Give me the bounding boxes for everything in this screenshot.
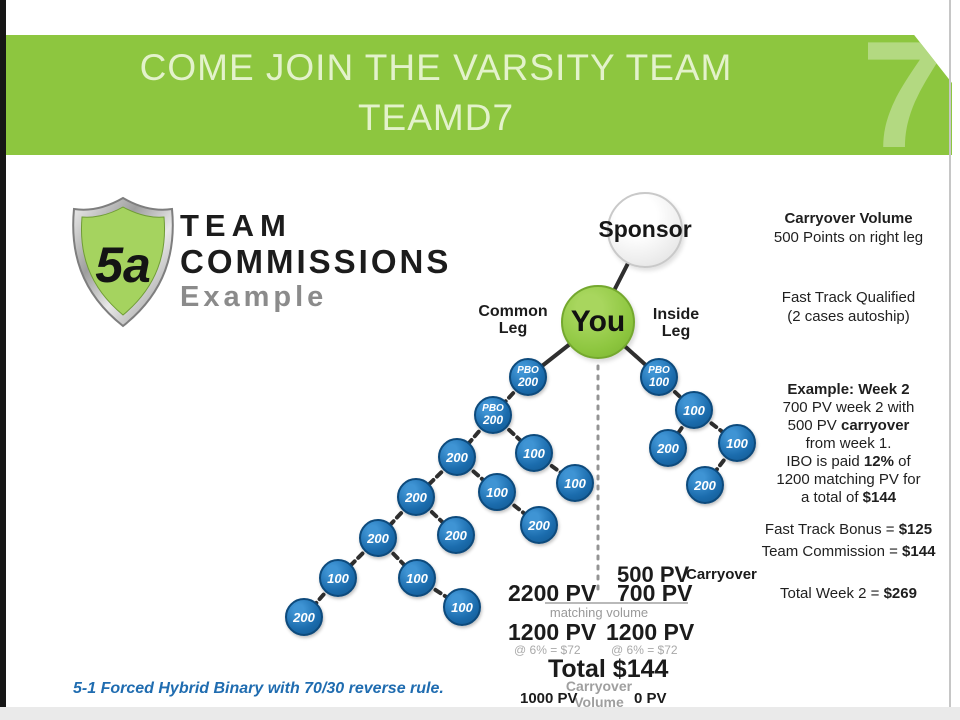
- carryover-note-body: 500 Points on right leg: [773, 229, 924, 246]
- total-commission: Total $144: [548, 655, 669, 683]
- shield-inner: [80, 206, 166, 316]
- tree-node: 100: [515, 434, 553, 472]
- example-line: from week 1.: [805, 435, 892, 452]
- left-matching-volume: 1200 PV: [508, 619, 597, 645]
- title-example: Example: [180, 281, 328, 313]
- common-leg-line1: Common: [478, 303, 548, 320]
- carryover-amount: 500 PV: [617, 562, 690, 587]
- tree-node: 100: [556, 464, 594, 502]
- tree-node: 200: [285, 598, 323, 636]
- fast-track-note: Fast Track Qualified (2 cases autoship): [741, 288, 956, 326]
- tree-node: 200: [437, 516, 475, 554]
- example-line: a total of $144: [800, 489, 897, 506]
- inside-leg-label: Inside Leg: [644, 306, 708, 340]
- carryover-label: Carryover: [686, 566, 757, 583]
- carryover-note-title: Carryover Volume: [784, 210, 913, 227]
- right-frame-line: [949, 0, 951, 720]
- tree-node: 200: [520, 506, 558, 544]
- banner-title: COME JOIN THE VARSITY TEAM TEAMD7: [6, 43, 866, 143]
- you-node: You: [561, 285, 635, 359]
- left-carryover-value: 1000 PV: [520, 690, 578, 707]
- carryover-volume-note: Carryover Volume 500 Points on right leg: [741, 209, 956, 247]
- matching-volume-label: matching volume: [549, 605, 649, 620]
- tree-node: 100: [478, 473, 516, 511]
- example-line: IBO is paid 12% of: [786, 453, 911, 470]
- you-label: You: [570, 305, 626, 338]
- inside-leg-line1: Inside: [652, 306, 700, 323]
- step-badge-shield: 5a: [72, 196, 174, 328]
- tree-node: 100: [319, 559, 357, 597]
- right-rate: @ 6% = $72: [611, 643, 678, 657]
- team-commission-line: Team Commission = $144: [761, 543, 936, 560]
- tree-node: 200: [686, 466, 724, 504]
- example-line: 1200 matching PV for: [776, 471, 921, 488]
- tree-node: 100: [398, 559, 436, 597]
- common-leg-line2: Leg: [498, 320, 528, 337]
- tree-node: 200: [438, 438, 476, 476]
- tree-node: 100: [443, 588, 481, 626]
- fast-track-line1: Fast Track Qualified: [781, 289, 916, 306]
- right-matching-volume: 1200 PV: [606, 619, 695, 645]
- tree-node: 200: [359, 519, 397, 557]
- inside-leg-line2: Leg: [661, 323, 691, 340]
- sponsor-label: Sponsor: [598, 216, 692, 242]
- example-line: 700 PV week 2 with: [782, 399, 915, 416]
- title-team: TEAM: [180, 208, 292, 243]
- tree-node: 200: [649, 429, 687, 467]
- bottom-frame-strip: [0, 707, 960, 720]
- matching-rule-line: [545, 602, 688, 604]
- tree-node: 100: [718, 424, 756, 462]
- sponsor-node: [607, 192, 683, 268]
- badge-label: 5a: [95, 237, 151, 293]
- right-leg-total: 700 PV: [617, 580, 693, 606]
- carryover-volume-footer-label: Carryover Volume: [565, 678, 633, 710]
- fast-track-bonus-line: Fast Track Bonus = $125: [764, 521, 933, 538]
- bonus-block: Fast Track Bonus = $125 Team Commission …: [741, 519, 956, 563]
- right-carryover-value: 0 PV: [634, 690, 667, 707]
- title-commissions: COMMISSIONS: [180, 243, 452, 280]
- example-line: Example: Week 2: [787, 381, 910, 398]
- left-leg-total: 2200 PV: [508, 580, 597, 606]
- left-frame-bar: [0, 0, 6, 720]
- banner-title-line1: COME JOIN THE VARSITY TEAM: [139, 47, 733, 88]
- slide-title: TEAM COMMISSIONS Example: [180, 210, 451, 312]
- tree-node: 100: [675, 391, 713, 429]
- total-week2-line: Total Week 2 = $269: [780, 585, 917, 602]
- footnote-rule: 5-1 Forced Hybrid Binary with 70/30 reve…: [73, 680, 444, 697]
- fast-track-line2: (2 cases autoship): [787, 308, 910, 325]
- common-leg-label: Common Leg: [477, 303, 549, 337]
- tree-node: PBO 100: [640, 358, 678, 396]
- tree-node: PBO 200: [509, 358, 547, 396]
- tree-node: 200: [397, 478, 435, 516]
- example-line: 500 PV carryover: [787, 417, 910, 434]
- left-rate: @ 6% = $72: [514, 643, 581, 657]
- tree-node: PBO 200: [474, 396, 512, 434]
- banner-title-line2: TEAMD7: [357, 97, 515, 138]
- example-week2-block: Example: Week 2 700 PV week 2 with 500 P…: [741, 381, 956, 507]
